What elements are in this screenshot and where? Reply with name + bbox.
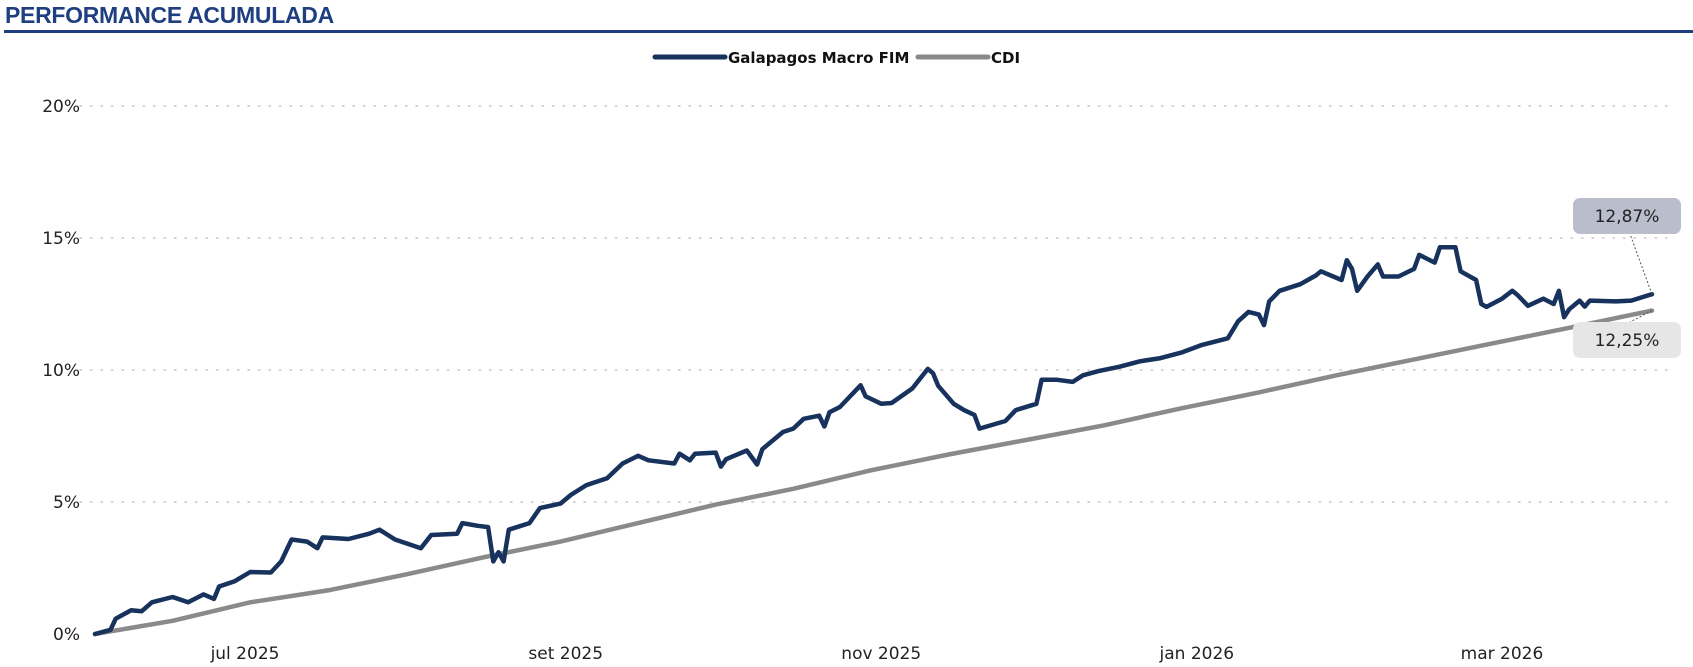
legend-label: CDI	[991, 49, 1020, 67]
chart-title: PERFORMANCE ACUMULADA	[5, 2, 334, 28]
y-tick-label: 20%	[42, 97, 80, 117]
end-value-label: 12,25%	[1595, 331, 1660, 351]
x-tick-label: nov 2025	[841, 644, 921, 664]
end-label-box	[1573, 198, 1681, 234]
y-tick-label: 10%	[42, 361, 80, 381]
x-tick-label: jan 2026	[1159, 644, 1235, 664]
title-underline	[4, 30, 1693, 33]
label-connector	[1629, 233, 1653, 295]
x-tick-label: mar 2026	[1461, 644, 1544, 664]
end-value-label: 12,87%	[1595, 207, 1660, 227]
legend-label: Galapagos Macro FIM	[728, 49, 909, 67]
y-tick-label: 15%	[42, 229, 80, 249]
y-tick-label: 5%	[53, 493, 80, 513]
y-tick-label: 0%	[53, 625, 80, 645]
x-tick-label: jul 2025	[210, 644, 280, 664]
end-label-box	[1573, 322, 1681, 358]
label-connector	[1629, 310, 1653, 323]
series-line-cdi	[92, 308, 1655, 637]
series-line-galapagos-macro-fim	[92, 244, 1655, 637]
x-tick-label: set 2025	[528, 644, 603, 664]
